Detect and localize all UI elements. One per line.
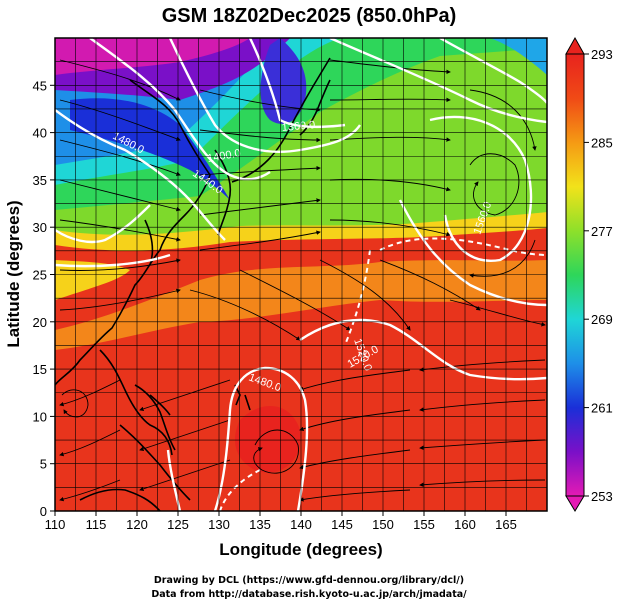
y-tick-label: 5 (40, 457, 47, 472)
colorbar-tick-label: 277 (591, 224, 613, 239)
y-tick-label: 35 (33, 173, 47, 188)
y-tick-label: 45 (33, 78, 47, 93)
wind-streamlines (59, 59, 546, 502)
y-tick-label: 25 (33, 268, 47, 283)
y-tick-label: 30 (33, 220, 47, 235)
colorbar-tick-label: 293 (591, 47, 613, 62)
y-axis-label: Latitude (degrees) (4, 200, 23, 347)
colorbar-top-triangle (565, 36, 585, 55)
colorbar-tick-label: 269 (591, 312, 613, 327)
x-tick-label: 160 (454, 517, 476, 532)
x-tick-label: 165 (495, 517, 517, 532)
colorbar-tick-label: 285 (591, 135, 613, 150)
x-tick-label: 135 (249, 517, 271, 532)
x-tick-label: 115 (86, 517, 107, 532)
x-tick-label: 140 (290, 517, 312, 532)
x-tick-label: 120 (126, 517, 148, 532)
gridlines (54, 37, 548, 512)
map-title: GSM 18Z02Dec2025 (850.0hPa) (162, 5, 457, 27)
colorbar: 253 261 269 277 285 293 (565, 36, 613, 512)
y-tick-label: 20 (33, 315, 47, 330)
y-tick-label: 40 (33, 126, 47, 141)
geopotential-contours-dashed (219, 237, 547, 511)
colorbar-bottom-triangle (565, 495, 585, 512)
x-axis: 110 115 120 125 130 135 140 145 150 155 160 165 (45, 511, 517, 532)
x-tick-label: 155 (413, 517, 435, 532)
x-tick-label: 150 (372, 517, 394, 532)
y-tick-label: 15 (33, 362, 47, 377)
colorbar-gradient (565, 53, 585, 497)
x-tick-label: 125 (167, 517, 189, 532)
colorbar-tick-label: 261 (591, 401, 613, 416)
x-tick-label: 145 (331, 517, 353, 532)
credit-data-source: Data from http://database.rish.kyoto-u.a… (151, 589, 467, 600)
credit-dcl: Drawing by DCL (https://www.gfd-dennou.o… (154, 575, 464, 586)
x-axis-label: Longitude (degrees) (219, 540, 382, 559)
contour-label: 1360.0 (281, 119, 316, 134)
y-tick-label: 0 (40, 504, 47, 519)
y-tick-label: 10 (33, 409, 47, 424)
x-tick-label: 130 (208, 517, 230, 532)
y-axis: 0 5 10 15 20 25 30 35 40 45 (33, 78, 55, 519)
geopotential-contours (55, 38, 547, 511)
colorbar-tick-label: 253 (591, 489, 613, 504)
x-tick-label: 110 (45, 517, 66, 532)
